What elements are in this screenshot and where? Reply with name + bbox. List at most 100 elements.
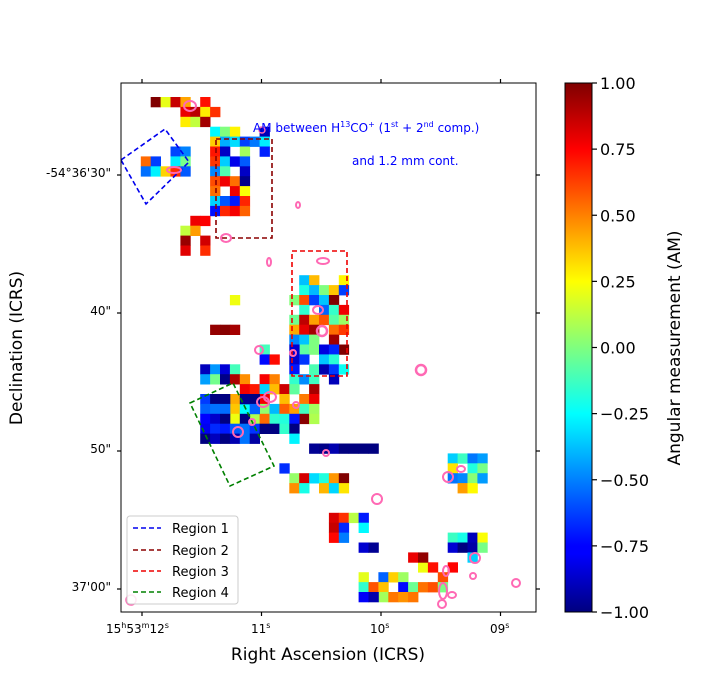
heatmap-pixel [170, 166, 181, 177]
heatmap-pixel [200, 403, 211, 415]
colorbar-gradient [564, 82, 593, 613]
heatmap-pixel [338, 285, 350, 296]
heatmap-pixel [338, 483, 350, 494]
plot-frame [120, 82, 537, 613]
colorbar-tick-label-6: −0.50 [600, 471, 649, 490]
source-marker [447, 591, 457, 599]
heatmap-pixel [220, 413, 231, 425]
heatmap-pixel [220, 156, 231, 167]
heatmap-pixel [289, 413, 300, 425]
heatmap-pixel [338, 275, 350, 286]
heatmap-pixel [338, 512, 350, 524]
source-marker [414, 363, 428, 377]
heatmap-pixel [447, 463, 458, 474]
heatmap-pixel [328, 334, 340, 345]
heatmap-pixel [140, 166, 152, 177]
heatmap-pixel [398, 572, 409, 583]
heatmap-pixel [249, 403, 260, 415]
heatmap-pixel [319, 295, 330, 306]
heatmap-pixel [447, 453, 458, 464]
heatmap-pixel [388, 572, 399, 583]
source-marker [232, 426, 244, 438]
region-box-3 [291, 250, 348, 377]
heatmap-pixel [309, 473, 320, 484]
source-marker [316, 257, 330, 265]
heatmap-pixel [289, 364, 300, 375]
heatmap-pixel [467, 483, 478, 494]
heatmap-pixel [299, 354, 310, 365]
legend-label-region-1: Region 1 [172, 522, 229, 537]
heatmap-pixel [378, 582, 389, 593]
heatmap-pixel [477, 453, 488, 464]
heatmap-pixel [259, 344, 270, 355]
heatmap-pixel [477, 473, 488, 484]
colorbar: 1.00 0.75 0.50 0.25 0.00 −0.25 −0.50 −0.75 −1.00… [564, 74, 685, 622]
heatmap-pixel [447, 562, 458, 573]
heatmap-pixel [220, 136, 231, 147]
heatmap-pixel [328, 285, 340, 296]
heatmap-pixel [358, 572, 369, 583]
colorbar-tick-label-1: 0.75 [600, 140, 636, 159]
heatmap-pixel [210, 196, 221, 207]
heatmap-pixel [269, 384, 280, 395]
heatmap-pixel [140, 156, 152, 167]
heatmap-pixel [289, 324, 300, 335]
heatmap-pixel [299, 374, 310, 385]
heatmap-pixel [319, 473, 330, 484]
heatmap-pixel [200, 413, 211, 425]
heatmap-pixel [210, 166, 221, 177]
heatmap-pixel [408, 582, 419, 593]
heatmap-pixel [309, 364, 320, 375]
heatmap-pixel [457, 483, 468, 494]
heatmap-pixel [279, 384, 290, 395]
heatmap-pixel [328, 483, 340, 494]
heatmap-pixel [190, 225, 201, 236]
heatmap-pixel [289, 295, 300, 306]
x-tick-label-12s: 15h53m12s [106, 621, 169, 636]
heatmap-pixel [229, 186, 241, 197]
heatmap-pixel [319, 344, 330, 355]
heatmap-pixel [229, 374, 241, 385]
heatmap-pixel [447, 532, 458, 543]
heatmap-pixel [180, 156, 191, 167]
heatmap-pixel [220, 423, 231, 434]
heatmap-pixel [200, 374, 211, 385]
heatmap-pixel [378, 592, 389, 603]
heatmap-pixel [210, 126, 221, 137]
heatmap-pixel [279, 463, 290, 474]
heatmap-pixel [220, 166, 231, 177]
heatmap-pixel [150, 166, 161, 177]
region-box-1 [121, 127, 191, 206]
source-marker [315, 324, 329, 338]
heatmap-pixel [418, 552, 429, 563]
heatmap-pixel [467, 463, 478, 474]
heatmap-pixel [289, 473, 300, 484]
heatmap-pixel [328, 364, 340, 375]
heatmap-pixel [190, 215, 201, 227]
heatmap-pixel [239, 146, 251, 157]
colorbar-tick-label-3: 0.25 [600, 272, 636, 291]
heatmap-pixel [368, 542, 379, 553]
heatmap-pixel [200, 433, 211, 444]
heatmap-pixel [319, 364, 330, 375]
source-marker [456, 465, 466, 473]
source-marker [220, 233, 232, 243]
heatmap-pixel [309, 394, 320, 405]
heatmap-pixel [299, 483, 310, 494]
heatmap-pixel [328, 344, 340, 355]
heatmap-pixel [269, 413, 280, 425]
colorbar-tick-label-0: 1.00 [600, 74, 636, 93]
heatmap-pixel [190, 106, 201, 118]
heatmap-pixel [200, 394, 211, 405]
source-marker [248, 418, 256, 426]
heatmap-pixel [239, 186, 251, 197]
heatmap-pixel [229, 205, 241, 217]
heatmap-pixel [210, 374, 221, 385]
heatmap-pixel [309, 443, 320, 454]
heatmap-pixel [150, 97, 161, 108]
heatmap-pixel [368, 443, 379, 454]
heatmap-pixel [299, 295, 310, 306]
heatmap-pixel [220, 146, 231, 157]
x-tick-label-09s: 09s [490, 621, 509, 636]
heatmap-pixel [427, 562, 439, 573]
